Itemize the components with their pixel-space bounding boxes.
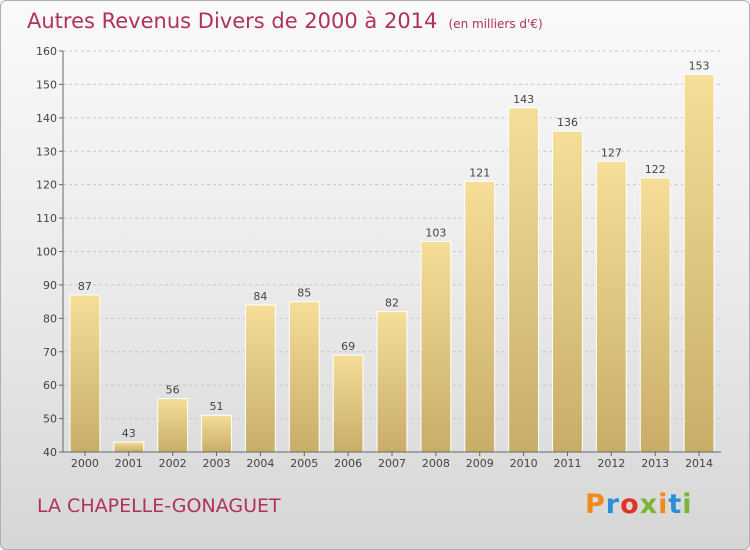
- bar: [508, 107, 540, 453]
- x-tick-label: 2005: [290, 457, 318, 470]
- bar: [464, 180, 496, 453]
- y-tick-label: 50: [43, 413, 57, 426]
- y-tick-label: 70: [43, 346, 57, 359]
- y-tick-label: 130: [36, 145, 57, 158]
- place-name: LA CHAPELLE-GONAGUET: [37, 495, 281, 517]
- bar: [595, 160, 627, 453]
- bar-value-label: 82: [385, 297, 399, 310]
- bar: [244, 304, 276, 453]
- bar-value-label: 136: [557, 116, 578, 129]
- bar: [288, 301, 320, 453]
- x-tick-label: 2014: [685, 457, 713, 470]
- x-tick-label: 2003: [203, 457, 231, 470]
- bar-value-label: 121: [469, 166, 490, 179]
- bars: 87 43 56 51 84 85 69 82 103 121 143 136 127 122 153: [69, 59, 715, 453]
- axes: 40 50 60 70 80 90 100 110 120 130 140 150 160 2000 200…: [36, 45, 721, 470]
- y-tick-label: 110: [36, 212, 57, 225]
- x-tick-label: 2010: [510, 457, 538, 470]
- bar: [69, 294, 101, 453]
- y-tick-label: 40: [43, 446, 57, 459]
- chart-title-main: Autres Revenus Divers de 2000 à 2014: [27, 9, 438, 33]
- logo-letter: i: [658, 489, 669, 520]
- y-tick-label: 140: [36, 112, 57, 125]
- bar: [332, 354, 364, 453]
- bar: [113, 441, 145, 453]
- x-tick-label: 2008: [422, 457, 450, 470]
- bar-value-label: 51: [210, 400, 224, 413]
- bar-value-label: 127: [601, 146, 622, 159]
- bar-value-label: 87: [78, 280, 92, 293]
- x-tick-label: 2012: [597, 457, 625, 470]
- bar: [201, 414, 232, 453]
- x-tick-label: 2001: [115, 457, 143, 470]
- logo-letter: o: [620, 489, 640, 520]
- y-tick-label: 120: [36, 179, 57, 192]
- logo-letter: x: [639, 489, 659, 520]
- logo-letter: t: [668, 489, 683, 520]
- proxiti-logo: Proxiti: [585, 489, 693, 520]
- bar-value-label: 69: [341, 340, 355, 353]
- bar-value-label: 143: [513, 93, 534, 106]
- bar: [683, 73, 715, 453]
- x-tick-label: 2006: [334, 457, 362, 470]
- chart-subtitle: (en milliers d'€): [448, 17, 543, 31]
- x-tick-label: 2013: [641, 457, 669, 470]
- bar-value-label: 85: [297, 287, 311, 300]
- y-tick-label: 160: [36, 45, 57, 58]
- x-tick-label: 2011: [553, 457, 581, 470]
- bar-value-label: 103: [425, 226, 446, 239]
- x-tick-label: 2004: [246, 457, 274, 470]
- y-tick-label: 150: [36, 78, 57, 91]
- y-tick-label: 90: [43, 279, 57, 292]
- bar: [639, 177, 671, 453]
- bar-value-label: 43: [122, 427, 136, 440]
- bar: [376, 311, 408, 453]
- bar-value-label: 84: [253, 290, 267, 303]
- x-tick-label: 2009: [466, 457, 494, 470]
- bar-value-label: 56: [166, 384, 180, 397]
- x-tick-label: 2000: [71, 457, 99, 470]
- bar-value-label: 153: [689, 59, 710, 72]
- bar: [552, 130, 583, 453]
- bar-value-label: 122: [645, 163, 666, 176]
- bar: [157, 398, 189, 453]
- y-tick-label: 100: [36, 246, 57, 259]
- y-tick-label: 80: [43, 312, 57, 325]
- logo-letter: i: [682, 489, 693, 520]
- x-tick-label: 2007: [378, 457, 406, 470]
- bar: [420, 240, 452, 453]
- chart-title: Autres Revenus Divers de 2000 à 2014 (en…: [27, 9, 543, 33]
- x-tick-label: 2002: [159, 457, 187, 470]
- y-tick-label: 60: [43, 379, 57, 392]
- logo-letter: r: [605, 489, 621, 520]
- logo-letter: P: [585, 489, 606, 520]
